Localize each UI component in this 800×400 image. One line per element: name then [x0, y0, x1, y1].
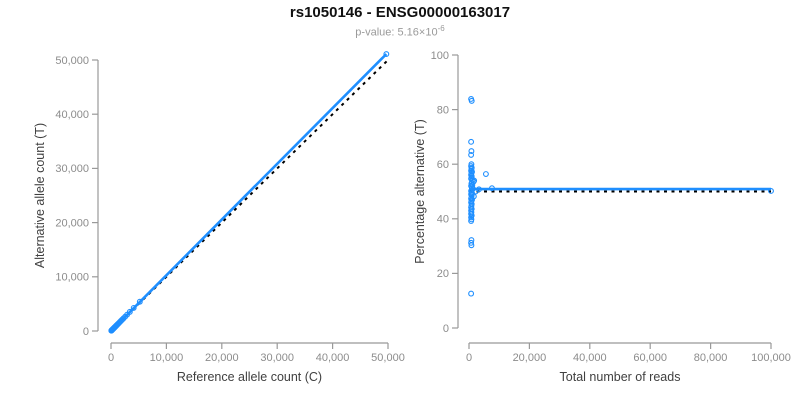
right-y-tick-label: 40: [437, 214, 449, 226]
figure-header: rs1050146 - ENSG00000163017 p-value: 5.1…: [0, 4, 800, 40]
left-x-tick-label: 10,000: [150, 352, 184, 364]
left-y-tick-label: 40,000: [55, 109, 89, 121]
right-x-axis-title: Total number of reads: [560, 370, 681, 384]
right-data-point: [468, 242, 475, 249]
right-x-tick-label: 0: [466, 352, 472, 364]
left-y-tick-label: 10,000: [55, 272, 89, 284]
left-fit-line: [110, 53, 388, 332]
left-y-tick-label: 0: [83, 326, 89, 338]
right-y-tick-label: 60: [437, 159, 449, 171]
left-x-tick-label: 30,000: [260, 352, 294, 364]
left-x-axis-title: Reference allele count (C): [177, 370, 322, 384]
right-x-tick-label: 100,000: [751, 352, 791, 364]
left-data-point: [136, 298, 143, 305]
p-value-exponent: -6: [437, 24, 445, 33]
left-y-tick-label: 20,000: [55, 217, 89, 229]
right-data-point: [468, 151, 475, 158]
p-value-subtitle: p-value: 5.16×10-6: [0, 22, 800, 40]
right-data-point: [468, 290, 475, 297]
left-y-tick-label: 30,000: [55, 163, 89, 175]
right-data-point: [468, 218, 475, 224]
right-data-point: [468, 167, 475, 174]
right-data-point: [482, 171, 489, 177]
right-x-tick-label: 20,000: [513, 352, 547, 364]
right-data-point: [468, 148, 475, 155]
left-data-point: [130, 304, 137, 311]
right-data-point: [768, 188, 774, 194]
right-y-axis-title: Percentage alternative (T): [413, 119, 427, 264]
right-x-tick-label: 40,000: [573, 352, 607, 364]
left-data-point: [119, 316, 126, 323]
left-identity-line: [110, 59, 389, 332]
right-y-tick-label: 20: [437, 268, 449, 280]
left-data-point: [120, 315, 127, 322]
left-y-tick-label: 50,000: [55, 55, 89, 67]
left-x-tick-label: 0: [108, 352, 114, 364]
right-x-tick-label: 80,000: [694, 352, 728, 364]
right-data-point: [468, 195, 475, 202]
left-x-tick-label: 20,000: [205, 352, 239, 364]
right-data-point: [468, 138, 475, 145]
left-y-axis-title: Alternative allele count (T): [33, 123, 47, 268]
left-data-point: [383, 51, 390, 57]
left-data-point: [126, 308, 133, 315]
right-data-point: [489, 185, 495, 192]
right-data-point: [468, 239, 475, 246]
right-y-tick-label: 0: [443, 323, 449, 335]
left-x-tick-label: 40,000: [316, 352, 350, 364]
right-data-point: [468, 97, 475, 104]
right-x-tick-label: 60,000: [633, 352, 667, 364]
right-y-tick-label: 80: [437, 104, 449, 116]
left-x-tick-label: 50,000: [371, 352, 405, 364]
figure-title: rs1050146 - ENSG00000163017: [289, 4, 511, 21]
p-value-text: p-value: 5.16×10: [355, 26, 438, 39]
right-y-tick-label: 100: [431, 50, 449, 62]
